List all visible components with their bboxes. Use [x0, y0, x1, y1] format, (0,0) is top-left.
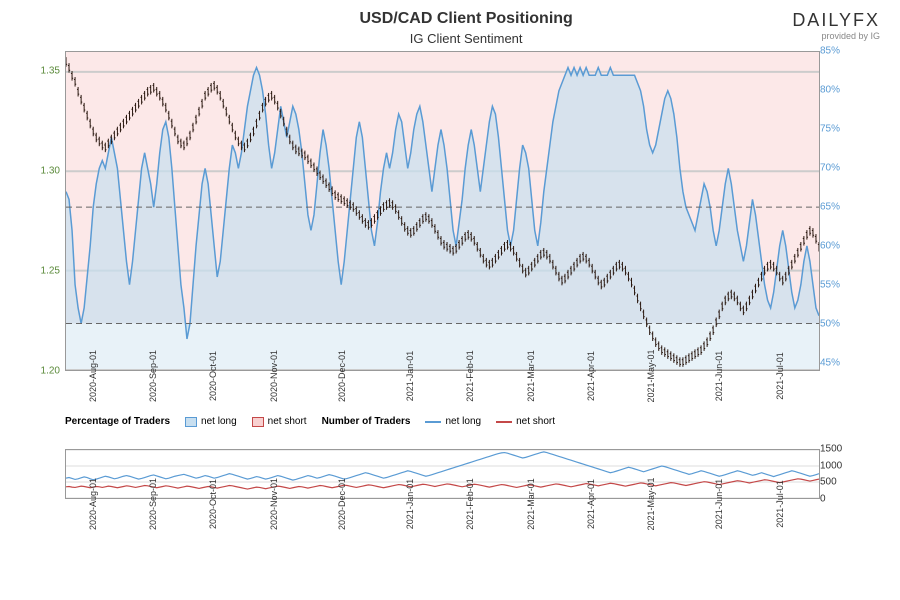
sub-right-y-axis: 050010001500: [820, 449, 855, 499]
legend-netshort-box: net short: [252, 416, 307, 427]
logo: DAILYFX provided by IG: [792, 10, 880, 41]
legend: Percentage of Traders net long net short…: [65, 416, 880, 427]
main-chart: 1.201.251.301.35 45%50%55%60%65%70%75%80…: [65, 51, 850, 411]
legend-pct-label: Percentage of Traders: [65, 416, 170, 427]
chart-header: USD/CAD Client Positioning IG Client Sen…: [20, 10, 880, 46]
legend-num-label: Number of Traders: [322, 416, 411, 427]
legend-netlong-line: net long: [425, 416, 481, 427]
logo-text: DAILYFX: [792, 10, 880, 31]
main-plot-area: [65, 51, 820, 371]
legend-netlong-box: net long: [185, 416, 237, 427]
main-x-axis: 2020-Aug-012020-Sep-012020-Oct-012020-No…: [65, 371, 820, 411]
main-title: USD/CAD Client Positioning: [140, 10, 792, 28]
subtitle: IG Client Sentiment: [140, 31, 792, 46]
right-y-axis: 45%50%55%60%65%70%75%80%85%: [820, 51, 855, 371]
sub-chart: 050010001500 2020-Aug-012020-Sep-012020-…: [65, 429, 850, 539]
legend-netshort-line: net short: [496, 416, 555, 427]
left-y-axis: 1.201.251.301.35: [25, 51, 60, 371]
sub-x-axis: 2020-Aug-012020-Sep-012020-Oct-012020-No…: [65, 499, 820, 539]
sub-plot-area: [65, 449, 820, 499]
logo-subtext: provided by IG: [792, 31, 880, 41]
